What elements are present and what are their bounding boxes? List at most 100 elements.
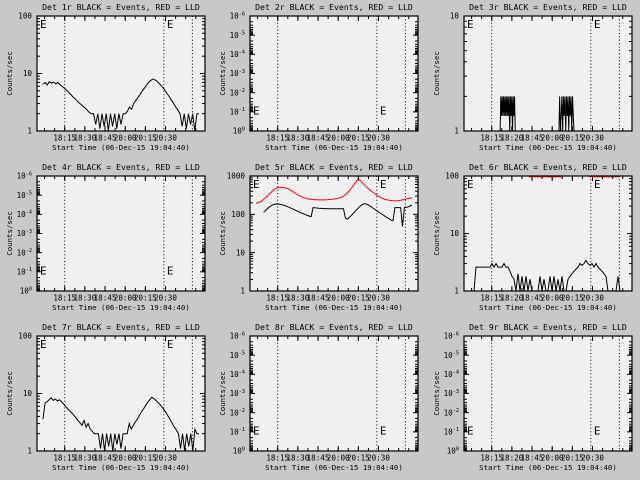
y-tick-label: 10-3 (230, 69, 245, 78)
x-tick-label: 18:15 (53, 453, 76, 462)
event-marker: E (167, 18, 174, 31)
x-axis-label: Start Time (06-Dec-15 19:04:40) (52, 143, 190, 152)
plot-frame (249, 175, 419, 292)
y-tick-label: 10-6 (443, 331, 458, 340)
event-marker: E (467, 18, 474, 31)
plot-frame (249, 335, 419, 452)
plot-area (36, 336, 205, 451)
panel-title: Det 7r BLACK = Events, RED = LLD (42, 322, 200, 332)
x-tick-label: 18:15 (53, 133, 76, 142)
x-tick-label: 20:15 (561, 453, 584, 462)
y-tick-label: 10-1 (17, 267, 32, 276)
x-axis-label: Start Time (06-Dec-15 19:04:40) (479, 143, 617, 152)
x-tick-label: 18:45 (307, 293, 330, 302)
event-marker: E (253, 425, 260, 438)
x-tick-label: 18:15 (267, 453, 290, 462)
x-tick-label: 18:30 (287, 133, 310, 142)
plot-area (250, 336, 419, 451)
y-tick-label: 10-3 (443, 389, 458, 398)
x-tick-label: 18:20 (500, 293, 523, 302)
plot-area (36, 176, 205, 291)
x-tick-label: 18:30 (287, 293, 310, 302)
event-marker: E (40, 18, 47, 31)
y-axis-label: Counts/sec (5, 371, 14, 415)
y-tick-label: 1 (454, 127, 459, 136)
y-tick-label: 10-3 (230, 389, 245, 398)
x-tick-label: 18:45 (520, 293, 543, 302)
y-axis-label: Counts/sec (218, 371, 227, 415)
x-tick-label: 18:30 (73, 453, 96, 462)
event-marker: E (40, 338, 47, 351)
y-tick-label: 10-5 (230, 31, 245, 40)
event-marker: E (380, 105, 387, 118)
plot-frame (36, 175, 206, 292)
x-tick-label: 20:15 (347, 293, 370, 302)
plot-panel-det4r: Det 4r BLACK = Events, RED = LLD 10-6 10-5… (0, 160, 214, 320)
series-events (558, 96, 575, 132)
x-tick-label: 18:20 (500, 453, 523, 462)
plot-frame (463, 335, 633, 452)
y-tick-label: 100 (20, 286, 32, 295)
panel-title: Det 3r BLACK = Events, RED = LLD (469, 2, 627, 12)
y-tick-label: 10-2 (230, 88, 245, 97)
y-axis-label: Counts/sec (218, 211, 227, 255)
y-axis-label: Counts/sec (5, 51, 14, 95)
x-tick-label: 20:30 (581, 453, 604, 462)
y-tick-label: 1 (27, 127, 32, 136)
y-tick-label: 100 (232, 210, 246, 219)
plot-panel-det1r: Det 1r BLACK = Events, RED = LLD 1 10 100 18… (0, 0, 214, 160)
y-tick-label: 10-2 (443, 408, 458, 417)
y-tick-label: 1 (241, 287, 246, 296)
y-tick-label: 10-2 (230, 408, 245, 417)
event-marker: E (253, 105, 260, 118)
y-tick-label: 10-6 (230, 331, 245, 340)
y-tick-label: 100 (446, 446, 458, 455)
series-events (263, 203, 413, 227)
x-tick-label: 20:30 (154, 453, 177, 462)
event-marker: E (380, 178, 387, 191)
x-tick-label: 20:15 (134, 293, 157, 302)
x-tick-label: 20:00 (114, 133, 137, 142)
x-tick-label: 20:15 (561, 133, 584, 142)
y-tick-label: 10-3 (17, 229, 32, 238)
event-marker: E (593, 425, 600, 438)
panel-title: Det 6r BLACK = Events, RED = LLD (469, 162, 627, 172)
panel-title: Det 9r BLACK = Events, RED = LLD (469, 322, 627, 332)
plot-frame (463, 175, 633, 292)
x-tick-label: 20:30 (581, 133, 604, 142)
event-marker: E (380, 425, 387, 438)
y-tick-label: 10-4 (443, 370, 458, 379)
y-tick-label: 10-5 (230, 351, 245, 360)
plot-area (463, 176, 632, 291)
x-tick-label: 20:00 (114, 453, 137, 462)
y-axis-label: Counts/sec (432, 211, 441, 255)
x-tick-label: 20:30 (367, 133, 390, 142)
y-tick-label: 10 (450, 229, 460, 238)
x-tick-label: 20:15 (134, 453, 157, 462)
event-marker: E (467, 178, 474, 191)
y-tick-label: 1 (454, 287, 459, 296)
x-tick-label: 20:15 (347, 453, 370, 462)
plot-frame (249, 15, 419, 132)
series-lld (256, 178, 413, 204)
x-tick-label: 18:15 (53, 293, 76, 302)
x-axis-label: Start Time (06-Dec-15 19:04:40) (52, 463, 190, 472)
x-tick-label: 20:00 (327, 133, 350, 142)
x-tick-label: 18:45 (520, 133, 543, 142)
y-tick-label: 10-4 (230, 50, 245, 59)
x-axis-label: Start Time (06-Dec-15 19:04:40) (52, 303, 190, 312)
plot-panel-det6r: Det 6r BLACK = Events, RED = LLD 1 10 100 18… (426, 160, 640, 320)
y-tick-label: 1000 (227, 172, 246, 181)
event-marker: E (593, 18, 600, 31)
panel-title: Det 2r BLACK = Events, RED = LLD (255, 2, 413, 12)
event-marker: E (467, 425, 474, 438)
y-tick-label: 10-1 (230, 107, 245, 116)
plot-area (463, 336, 632, 451)
y-tick-label: 10-4 (17, 210, 32, 219)
plot-panel-det9r: Det 9r BLACK = Events, RED = LLD 10-6 10-5… (426, 320, 640, 480)
x-tick-label: 18:30 (73, 293, 96, 302)
x-axis-label: Start Time (06-Dec-15 19:04:40) (265, 143, 403, 152)
series-events (499, 96, 516, 132)
x-tick-label: 18:30 (73, 133, 96, 142)
event-marker: E (40, 265, 47, 278)
